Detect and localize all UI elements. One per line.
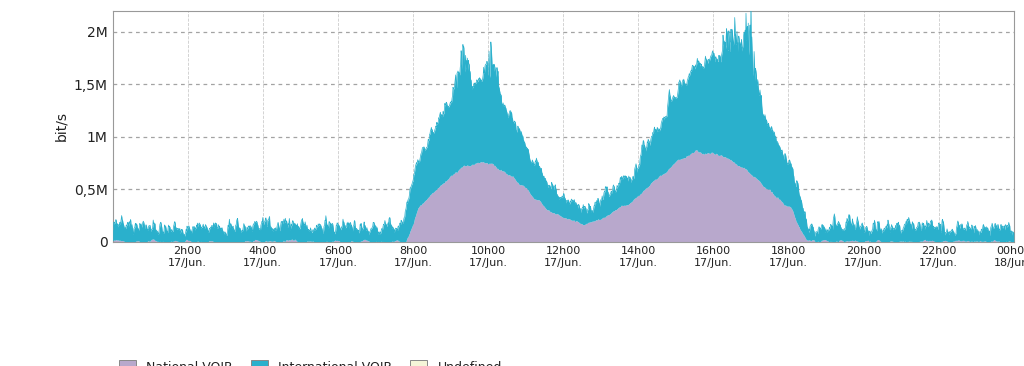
Y-axis label: bit/s: bit/s	[54, 111, 69, 141]
Legend: National VOIP, International VOIP, Undefined: National VOIP, International VOIP, Undef…	[119, 361, 502, 366]
